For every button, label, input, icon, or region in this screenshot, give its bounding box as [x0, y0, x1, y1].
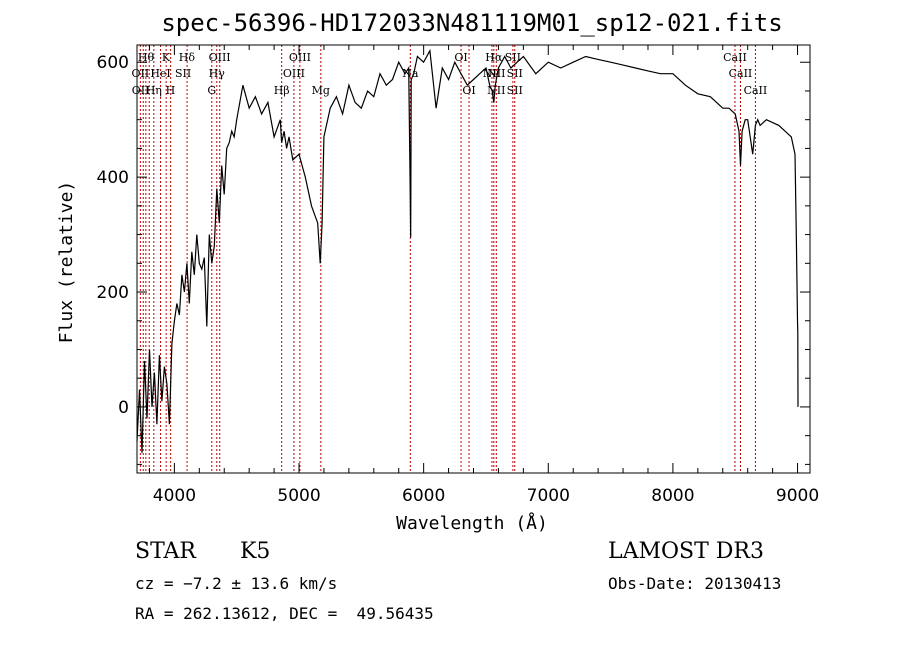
emission-line-label: Hδ	[179, 51, 196, 64]
x-axis-label: Wavelength (Å)	[396, 512, 548, 534]
spectrum-line	[136, 48, 799, 453]
x-tick-label: 4000	[153, 486, 196, 506]
plot-frame	[136, 44, 811, 474]
emission-line-label: CaII	[723, 51, 747, 64]
emission-line-label: Hθ	[138, 51, 155, 64]
x-tick-label: 6000	[402, 486, 445, 506]
emission-line-label: G	[207, 84, 216, 97]
emission-line-label: H	[166, 84, 176, 97]
y-tick-label: 200	[97, 283, 129, 303]
emission-line-label: CaII	[744, 84, 768, 97]
emission-line-label: NII	[487, 67, 505, 80]
redshift-text: cz = −7.2 ± 13.6 km/s	[135, 574, 338, 593]
emission-line-markers	[139, 45, 756, 473]
emission-line-label: HeI	[150, 67, 170, 80]
class-label: STAR	[135, 539, 196, 564]
x-tick-label: 7000	[527, 486, 570, 506]
emission-line-label: K	[162, 51, 171, 64]
y-tick-label: 0	[118, 398, 129, 418]
emission-line-label: Hγ	[209, 67, 226, 80]
emission-line-label: OIII	[209, 51, 231, 64]
y-tick-label: 600	[97, 53, 129, 73]
emission-line-label: Hβ	[274, 84, 290, 97]
emission-line-label: SII	[507, 67, 523, 80]
emission-line-label: SII	[175, 67, 191, 80]
ra-dec-text: RA = 262.13612, DEC = 49.56435	[135, 604, 434, 623]
x-tick-label: 8000	[651, 486, 694, 506]
emission-line-label: OI	[462, 84, 475, 97]
chart-title: spec-56396-HD172033N481119M01_sp12-021.f…	[161, 9, 782, 37]
emission-line-label: SII	[507, 84, 523, 97]
x-tick-label: 5000	[277, 486, 320, 506]
emission-line-label: SII	[505, 51, 521, 64]
y-tick-label: 400	[97, 168, 129, 188]
emission-line-label: OI	[454, 51, 467, 64]
emission-line-label: Hη	[146, 84, 162, 97]
y-axis-label: Flux (relative)	[56, 181, 77, 344]
emission-line-label: Mg	[312, 84, 330, 97]
emission-line-label: OIII	[289, 51, 311, 64]
obs-date-text: Obs-Date: 20130413	[608, 574, 782, 593]
emission-line-label: CaII	[729, 67, 753, 80]
emission-line-label: OIII	[283, 67, 305, 80]
y-axis-ticks: 0 200 400 600	[97, 53, 810, 465]
survey-label: LAMOST DR3	[608, 539, 764, 564]
subclass-label: K5	[240, 539, 271, 564]
emission-line-label: OII	[132, 67, 150, 80]
x-axis-ticks: 4000 5000 6000 7000 8000 9000	[148, 45, 819, 506]
emission-line-label: Hα	[485, 51, 503, 64]
emission-line-label: NII	[487, 84, 505, 97]
x-tick-label: 9000	[776, 486, 819, 506]
